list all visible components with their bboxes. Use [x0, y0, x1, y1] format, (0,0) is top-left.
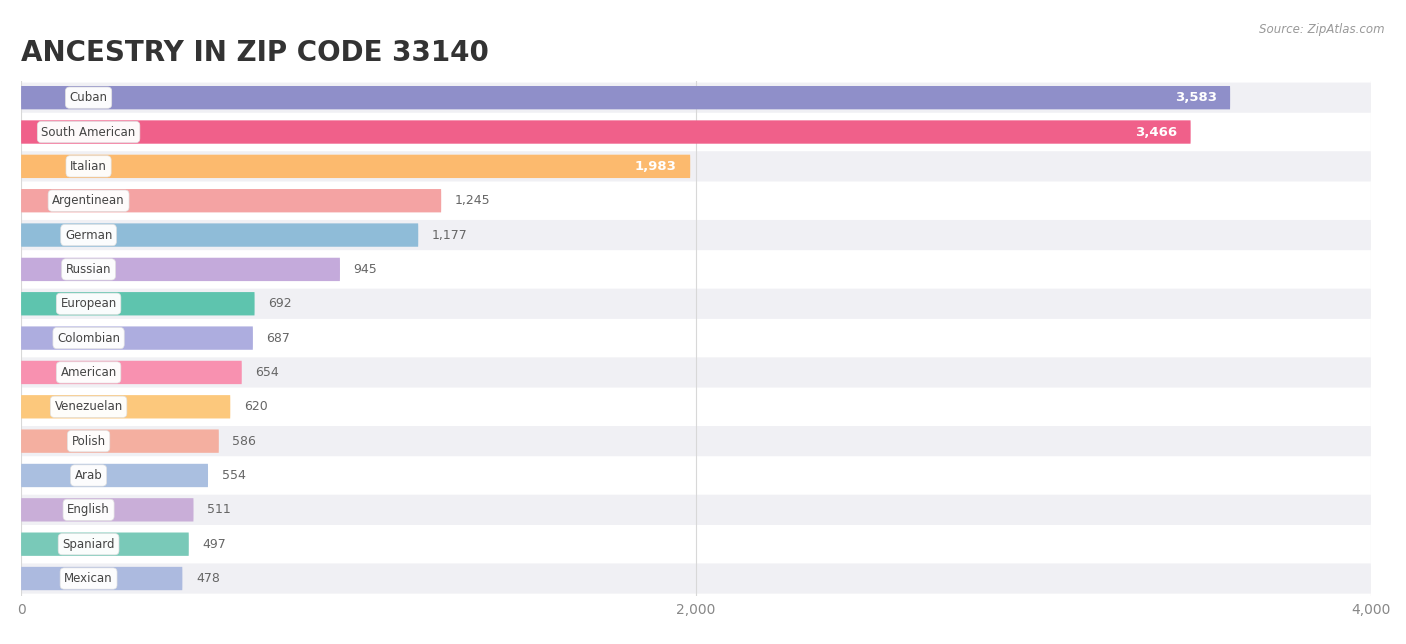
FancyBboxPatch shape [21, 361, 242, 384]
FancyBboxPatch shape [21, 220, 1371, 250]
Text: 1,983: 1,983 [636, 160, 676, 173]
FancyBboxPatch shape [21, 117, 1371, 147]
Text: 3,583: 3,583 [1174, 91, 1216, 104]
Text: American: American [60, 366, 117, 379]
Text: 1,245: 1,245 [454, 194, 491, 207]
FancyBboxPatch shape [21, 533, 188, 556]
Text: 692: 692 [269, 298, 291, 310]
FancyBboxPatch shape [21, 426, 1371, 456]
FancyBboxPatch shape [21, 120, 1191, 144]
Text: German: German [65, 229, 112, 242]
Text: Russian: Russian [66, 263, 111, 276]
Text: English: English [67, 504, 110, 516]
Text: 687: 687 [266, 332, 290, 345]
FancyBboxPatch shape [21, 189, 441, 213]
FancyBboxPatch shape [21, 357, 1371, 388]
Text: 554: 554 [222, 469, 246, 482]
Text: Mexican: Mexican [65, 572, 112, 585]
Text: 654: 654 [256, 366, 278, 379]
FancyBboxPatch shape [21, 82, 1371, 113]
Text: Italian: Italian [70, 160, 107, 173]
Text: Argentinean: Argentinean [52, 194, 125, 207]
FancyBboxPatch shape [21, 495, 1371, 525]
Text: 945: 945 [353, 263, 377, 276]
Text: Venezuelan: Venezuelan [55, 401, 122, 413]
FancyBboxPatch shape [21, 395, 231, 419]
FancyBboxPatch shape [21, 327, 253, 350]
FancyBboxPatch shape [21, 464, 208, 487]
FancyBboxPatch shape [21, 292, 254, 316]
Text: European: European [60, 298, 117, 310]
FancyBboxPatch shape [21, 430, 219, 453]
FancyBboxPatch shape [21, 529, 1371, 559]
Text: 497: 497 [202, 538, 226, 551]
Text: 478: 478 [195, 572, 219, 585]
Text: 586: 586 [232, 435, 256, 448]
Text: ANCESTRY IN ZIP CODE 33140: ANCESTRY IN ZIP CODE 33140 [21, 39, 489, 67]
FancyBboxPatch shape [21, 185, 1371, 216]
FancyBboxPatch shape [21, 567, 183, 590]
Text: 620: 620 [243, 401, 267, 413]
FancyBboxPatch shape [21, 564, 1371, 594]
FancyBboxPatch shape [21, 498, 194, 522]
Text: Polish: Polish [72, 435, 105, 448]
FancyBboxPatch shape [21, 323, 1371, 353]
FancyBboxPatch shape [21, 392, 1371, 422]
Text: South American: South American [41, 126, 136, 138]
FancyBboxPatch shape [21, 460, 1371, 491]
FancyBboxPatch shape [21, 86, 1230, 109]
Text: 3,466: 3,466 [1135, 126, 1177, 138]
Text: Arab: Arab [75, 469, 103, 482]
FancyBboxPatch shape [21, 254, 1371, 285]
Text: Spaniard: Spaniard [62, 538, 115, 551]
FancyBboxPatch shape [21, 258, 340, 281]
Text: Cuban: Cuban [69, 91, 108, 104]
FancyBboxPatch shape [21, 289, 1371, 319]
Text: 511: 511 [207, 504, 231, 516]
FancyBboxPatch shape [21, 151, 1371, 182]
FancyBboxPatch shape [21, 155, 690, 178]
FancyBboxPatch shape [21, 223, 418, 247]
Text: Colombian: Colombian [58, 332, 120, 345]
Text: Source: ZipAtlas.com: Source: ZipAtlas.com [1260, 23, 1385, 35]
Text: 1,177: 1,177 [432, 229, 468, 242]
